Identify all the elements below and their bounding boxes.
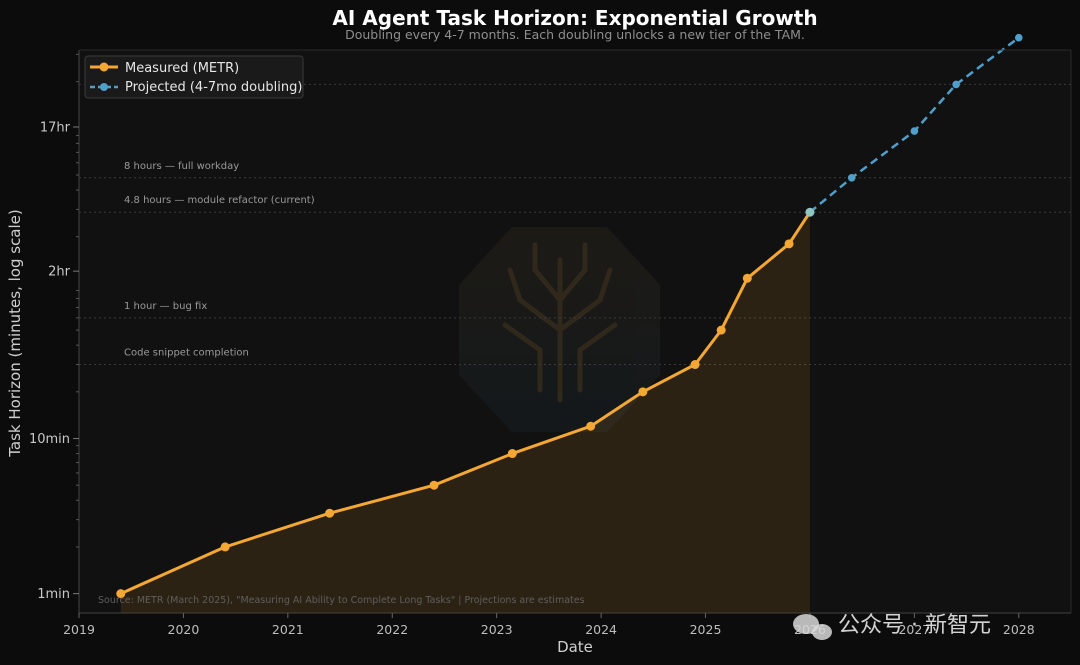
measured-point [325, 508, 335, 518]
y-tick-label: 10min [29, 432, 70, 447]
projected-point [1014, 33, 1023, 42]
measured-point [220, 542, 230, 552]
tree-emblem-watermark [459, 227, 660, 432]
x-tick-label: 2027 [898, 622, 930, 637]
source-note: Source: METR (March 2025), "Measuring AI… [98, 595, 585, 606]
y-ticks: 1min 10min 2hr 17hr [29, 53, 79, 602]
legend-label-measured: Measured (METR) [125, 61, 239, 76]
reference-label: 1 hour — bug fix [124, 301, 207, 312]
measured-point [805, 207, 815, 217]
measured-point [429, 480, 439, 490]
measured-point [690, 360, 700, 370]
x-tick-label: 2022 [376, 622, 408, 637]
projected-point [910, 127, 919, 135]
measured-series-line [120, 211, 812, 595]
x-tick-label: 2025 [690, 622, 722, 637]
measured-point [742, 273, 752, 283]
x-tick-label: 2019 [63, 622, 95, 637]
data-points [116, 33, 1023, 599]
measured-point [638, 387, 648, 397]
y-tick-label: 1min [37, 587, 70, 602]
legend-item-measured: Measured (METR) [90, 61, 239, 76]
legend-label-projected: Projected (4-7mo doubling) [125, 80, 302, 95]
projected-point [952, 80, 960, 89]
measured-point [784, 239, 794, 249]
legend-item-projected: Projected (4-7mo doubling) [90, 80, 302, 95]
x-axis-label: Date [557, 638, 593, 656]
x-tick-label: 2023 [481, 622, 513, 637]
measured-point [716, 325, 726, 335]
chart-subtitle: Doubling every 4-7 months. Each doubling… [345, 27, 805, 42]
reference-label: 8 hours — full workday [124, 161, 239, 172]
y-axis-label: Task Horizon (minutes, log scale) [6, 209, 24, 458]
chat-bubble-icon [793, 614, 832, 640]
x-tick-label: 2024 [585, 622, 617, 637]
legend: Measured (METR) Projected (4-7mo doublin… [84, 55, 304, 99]
measured-area-fill [120, 212, 810, 613]
chart-title: AI Agent Task Horizon: Exponential Growt… [332, 6, 817, 30]
x-tick-label: 2021 [272, 622, 304, 637]
y-tick-label: 2hr [48, 265, 71, 280]
watermark-text: 公众号 · 新智元 [838, 613, 991, 638]
x-tick-label: 2020 [168, 622, 200, 637]
platform-watermark: 公众号 · 新智元 [793, 613, 991, 640]
projected-point [847, 173, 856, 182]
y-tick-label: 17hr [40, 121, 71, 136]
x-tick-label: 2028 [1003, 622, 1035, 637]
reference-label: 4.8 hours — module refactor (current) [124, 195, 315, 206]
measured-point [507, 449, 517, 459]
measured-point [586, 421, 596, 431]
measured-point [116, 589, 126, 599]
reference-label: Code snippet completion [124, 348, 249, 359]
